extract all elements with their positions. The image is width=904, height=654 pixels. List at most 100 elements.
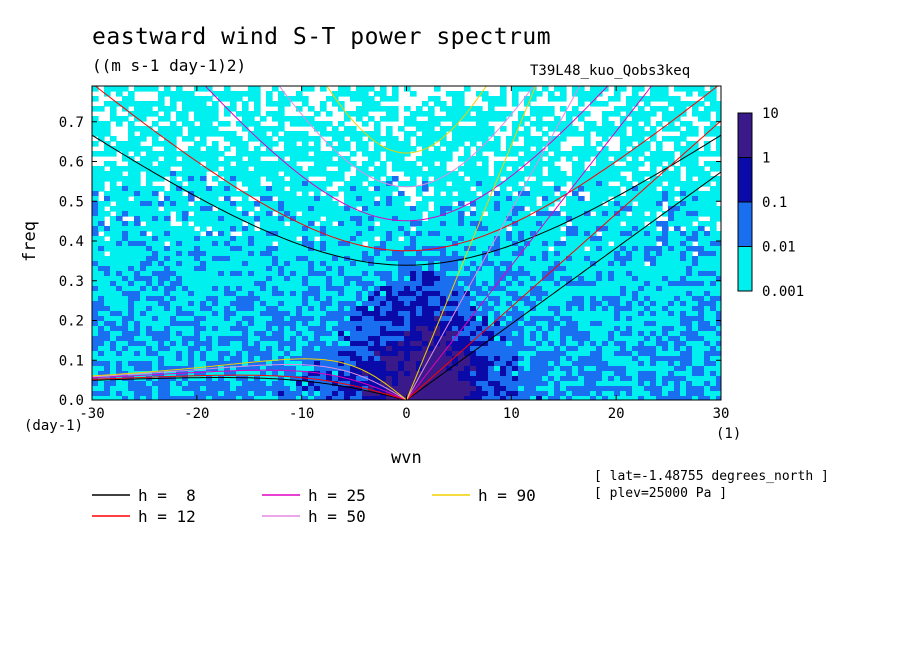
power-cell — [212, 361, 219, 367]
power-cell — [224, 206, 231, 212]
power-cell — [332, 351, 339, 357]
power-cell — [716, 241, 721, 247]
power-cell — [248, 176, 255, 182]
power-cell — [194, 151, 201, 157]
power-cell — [260, 336, 267, 342]
power-cell — [632, 261, 639, 267]
power-cell — [380, 341, 387, 347]
power-cell — [560, 351, 567, 357]
power-cell — [638, 201, 645, 207]
power-cell — [308, 351, 315, 357]
power-cell — [248, 296, 255, 302]
power-cell — [308, 331, 315, 337]
power-cell — [314, 301, 321, 307]
power-cell — [368, 171, 375, 177]
power-cell — [200, 101, 207, 107]
power-cell — [326, 176, 333, 182]
power-cell — [218, 231, 225, 237]
power-cell — [164, 246, 171, 252]
power-cell — [290, 226, 297, 232]
power-cell — [410, 286, 417, 292]
power-cell — [134, 161, 141, 167]
power-cell — [176, 196, 183, 202]
power-cell — [632, 356, 639, 362]
power-cell — [380, 281, 387, 287]
power-cell — [518, 336, 525, 342]
power-cell — [632, 121, 639, 127]
power-cell — [548, 276, 555, 282]
power-cell — [380, 301, 387, 307]
power-cell — [122, 306, 129, 312]
power-cell — [404, 291, 411, 297]
power-cell — [134, 101, 141, 107]
power-cell — [104, 176, 111, 182]
power-cell — [614, 361, 621, 367]
power-cell — [224, 331, 231, 337]
power-cell — [566, 316, 573, 322]
power-cell — [446, 346, 453, 352]
power-cell — [254, 161, 261, 167]
power-cell — [428, 291, 435, 297]
power-cell — [236, 346, 243, 352]
power-cell — [272, 276, 279, 282]
power-cell — [602, 171, 609, 177]
power-cell — [506, 316, 513, 322]
power-cell — [428, 151, 435, 157]
power-cell — [134, 106, 141, 112]
power-cell — [674, 316, 681, 322]
power-cell — [146, 271, 153, 277]
power-cell — [692, 266, 699, 272]
power-cell — [374, 191, 381, 197]
power-cell — [314, 156, 321, 162]
power-cell — [278, 341, 285, 347]
power-cell — [590, 311, 597, 317]
power-cell — [170, 96, 177, 102]
power-cell — [200, 171, 207, 177]
power-cell — [536, 341, 543, 347]
power-cell — [404, 331, 411, 337]
power-cell — [164, 151, 171, 157]
power-cell — [290, 331, 297, 337]
power-cell — [338, 281, 345, 287]
power-cell — [182, 266, 189, 272]
power-cell — [158, 281, 165, 287]
power-cell — [230, 331, 237, 337]
power-cell — [188, 186, 195, 192]
power-cell — [326, 361, 333, 367]
power-cell — [422, 176, 429, 182]
power-cell — [686, 321, 693, 327]
power-cell — [98, 341, 105, 347]
power-cell — [338, 356, 345, 362]
power-cell — [104, 331, 111, 337]
power-cell — [200, 116, 207, 122]
power-cell — [518, 291, 525, 297]
power-cell — [386, 356, 393, 362]
power-cell — [638, 186, 645, 192]
power-cell — [704, 251, 711, 257]
power-cell — [320, 236, 327, 242]
power-cell — [104, 256, 111, 262]
power-cell — [350, 271, 357, 277]
power-cell — [212, 156, 219, 162]
power-cell — [374, 206, 381, 212]
power-cell — [536, 191, 543, 197]
power-cell — [284, 136, 291, 142]
power-cell — [464, 356, 471, 362]
power-cell — [116, 221, 123, 227]
power-cell — [650, 266, 657, 272]
power-cell — [248, 131, 255, 137]
power-cell — [716, 141, 721, 147]
power-cell — [512, 146, 519, 152]
power-cell — [350, 336, 357, 342]
power-cell — [704, 171, 711, 177]
power-cell — [146, 146, 153, 152]
power-cell — [464, 301, 471, 307]
power-cell — [716, 151, 721, 157]
power-cell — [668, 296, 675, 302]
power-cell — [404, 271, 411, 277]
power-cell — [368, 216, 375, 222]
power-cell — [554, 211, 561, 217]
power-cell — [344, 246, 351, 252]
power-cell — [596, 166, 603, 172]
power-cell — [656, 291, 663, 297]
